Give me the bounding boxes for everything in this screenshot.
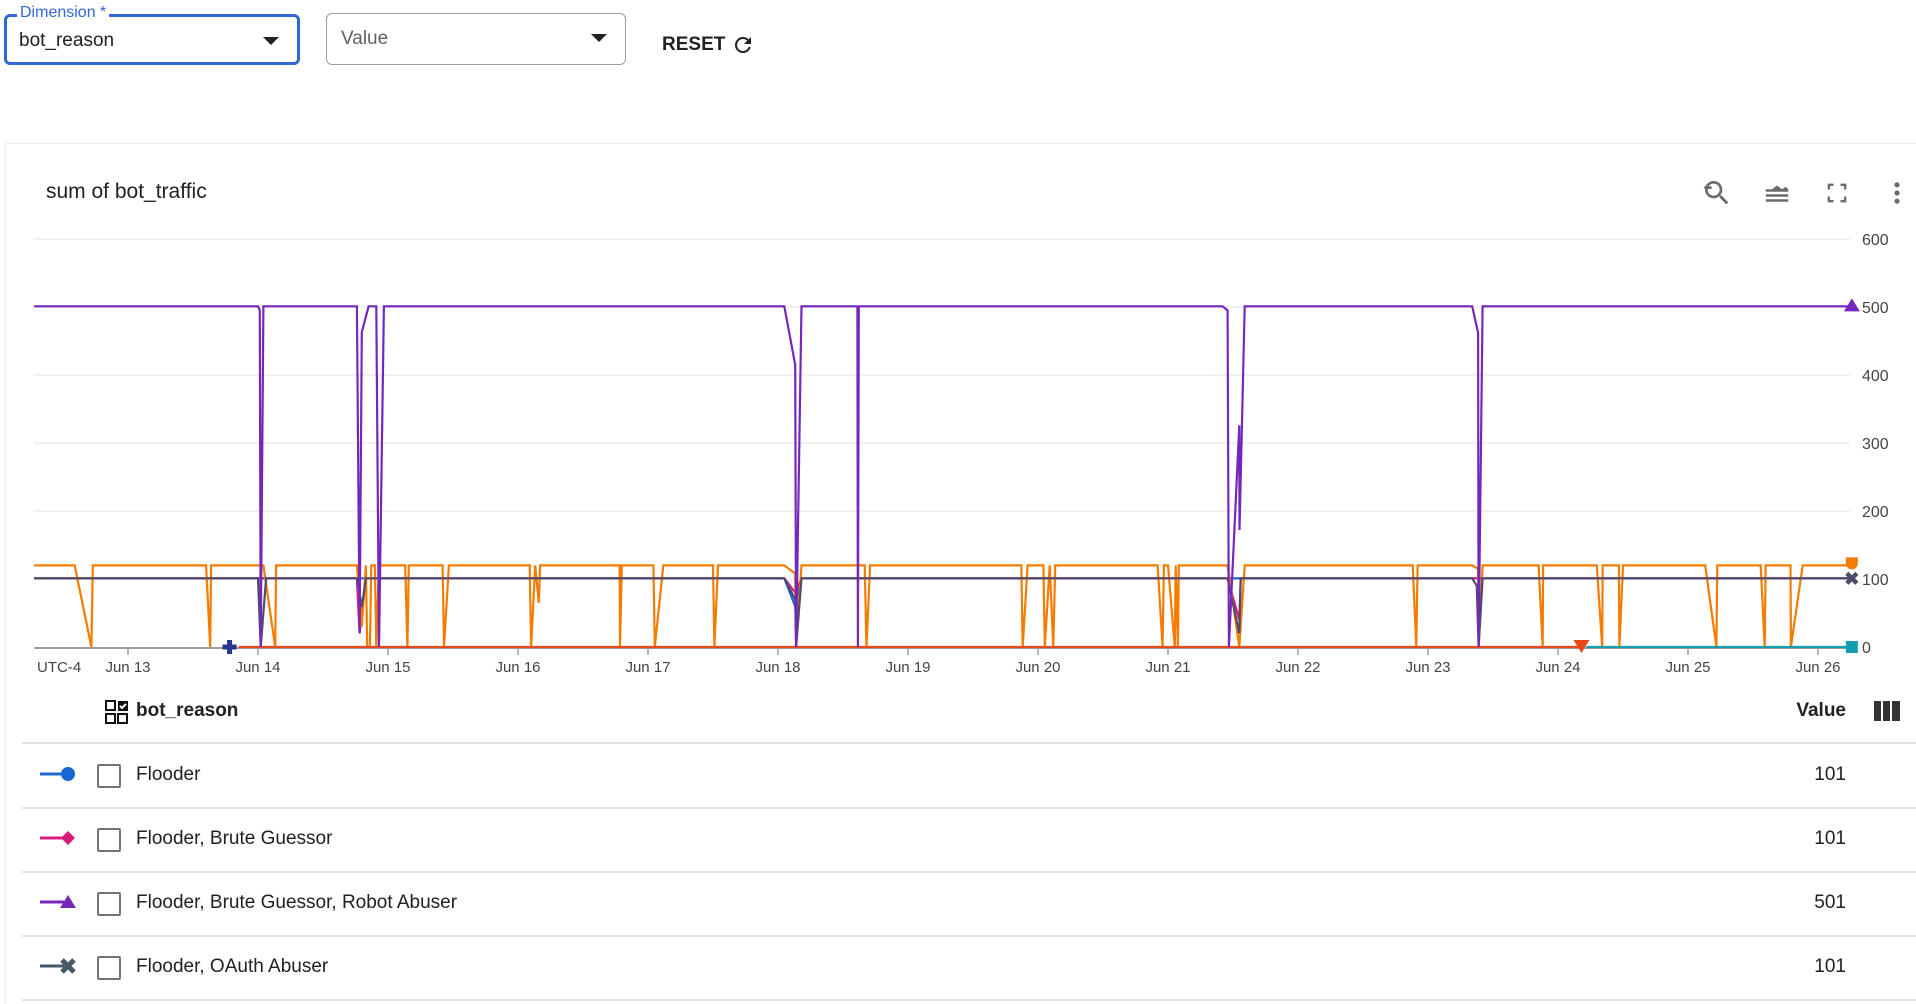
chart-title: sum of bot_traffic [46,180,207,203]
table-row[interactable]: Flooder, Brute Guessor 101 [22,808,1916,873]
y-tick-label: 0 [1862,640,1871,657]
triangle-down-marker-icon [1573,640,1590,653]
row-value: 101 [1814,956,1846,977]
y-tick-label: 500 [1862,300,1889,317]
row-label: Flooder [136,764,201,785]
dropdown-arrow-icon [263,37,279,45]
dimension-value: bot_reason [19,30,115,51]
row-label: Flooder, OAuth Abuser [136,956,329,977]
row-checkbox[interactable] [97,892,121,916]
value-column-header[interactable]: Value [1796,700,1846,721]
x-tick-label: Jun 15 [365,659,410,676]
row-checkbox[interactable] [97,956,121,980]
dropdown-arrow-icon [591,34,607,42]
reset-label: RESET [662,34,726,55]
dimension-label: Dimension * [17,4,110,22]
drop-marker-icon [1845,557,1858,570]
series-line-7 [34,305,1852,648]
square-marker-icon [1845,641,1858,653]
y-tick-label: 400 [1862,368,1889,385]
series-style-icon [1765,185,1789,202]
row-value: 101 [1814,764,1846,785]
reset-button[interactable]: RESET [662,33,755,57]
series-style-button[interactable] [1760,176,1794,210]
row-label: Flooder, Brute Guessor, Robot Abuser [136,892,458,913]
series-circle-icon [40,764,80,789]
y-tick-label: 100 [1862,572,1889,589]
value-select[interactable]: Value [326,13,626,65]
fullscreen-button[interactable] [1820,176,1854,210]
x-tick-label: Jun 19 [885,659,930,676]
y-tick-label: 600 [1862,232,1889,249]
zoom-reset-icon [1703,181,1729,205]
x-tick-label: Jun 20 [1015,659,1060,676]
zoom-reset-button[interactable] [1700,176,1734,210]
table-row[interactable]: Flooder 101 [22,744,1916,809]
cross-marker-icon [1845,571,1859,585]
select-all-icon[interactable] [105,700,129,724]
row-checkbox[interactable] [97,828,121,852]
timezone-label: UTC-4 [37,659,81,676]
x-tick-label: Jun 16 [495,659,540,676]
row-checkbox[interactable] [97,764,121,788]
fullscreen-icon [1827,183,1847,203]
row-label: Flooder, Brute Guessor [136,828,333,849]
triangle-marker-icon [1843,298,1860,312]
table-row[interactable]: Flooder, Brute Guessor, Robot Abuser 501 [22,872,1916,937]
more-options-button[interactable] [1880,176,1914,210]
series-line-2 [34,564,1852,649]
x-tick-label: Jun 21 [1145,659,1190,676]
more-vert-icon [1894,182,1900,204]
y-tick-label: 300 [1862,436,1889,453]
series-cross-icon [40,956,80,981]
x-tick-label: Jun 23 [1405,659,1450,676]
dimension-column-header: bot_reason [136,700,239,721]
table-row[interactable]: Flooder, OAuth Abuser 101 [22,936,1916,1001]
value-placeholder: Value [341,28,389,49]
series-line-0 [34,577,1852,610]
line-chart[interactable]: 0 100 200 300 400 500 600 UTC-4 Jun 13 Jun 14 Jun … [0,220,1916,680]
x-tick-label: Jun 25 [1665,659,1710,676]
row-value: 101 [1814,828,1846,849]
x-tick-label: Jun 26 [1795,659,1840,676]
y-tick-label: 200 [1862,504,1889,521]
x-tick-label: Jun 18 [755,659,800,676]
x-tick-label: Jun 22 [1275,659,1320,676]
x-tick-label: Jun 14 [235,659,280,676]
dimension-select[interactable]: Dimension * bot_reason [4,4,300,65]
columns-icon[interactable] [1874,701,1900,721]
series-line-3 [34,577,1852,648]
chart-card [5,143,1916,1004]
series-line-1 [34,577,1852,634]
series-triangle-icon [40,892,80,917]
x-tick-label: Jun 17 [625,659,670,676]
refresh-icon [735,36,752,53]
series-diamond-icon [40,828,80,853]
table-header: bot_reason Value [22,680,1916,744]
x-tick-label: Jun 13 [105,659,150,676]
row-value: 501 [1814,892,1846,913]
x-tick-label: Jun 24 [1535,659,1580,676]
plus-marker-icon [222,640,237,654]
